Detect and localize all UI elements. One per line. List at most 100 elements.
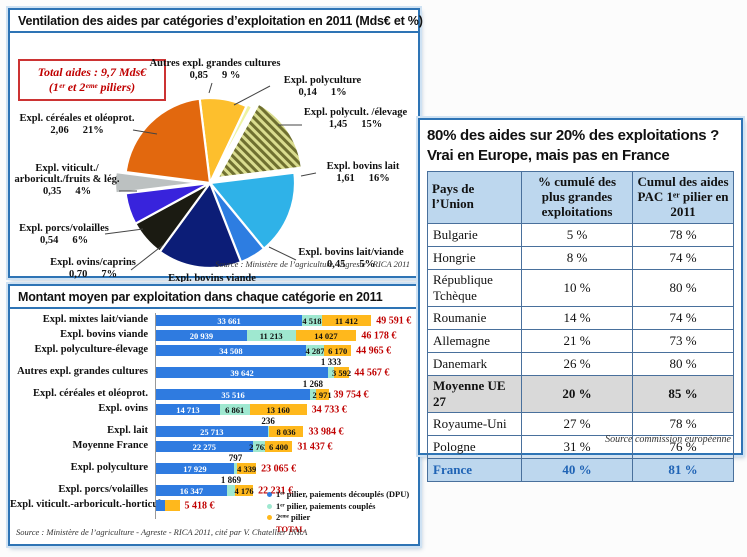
bar-segment-value: 39 642 xyxy=(230,367,254,378)
bar-segment-s0 xyxy=(156,500,165,511)
bar-segment-s1 xyxy=(267,426,269,437)
bar-segment-value: 20 939 xyxy=(189,330,214,341)
table-title-line2: Vrai en Europe, mais pas en France xyxy=(427,146,670,164)
pie-chart xyxy=(104,82,317,271)
bar-row-label: Autres expl. grandes cultures xyxy=(17,366,148,377)
bar-segment-value: 4 176 xyxy=(234,485,254,496)
bar-segment-value: 8 036 xyxy=(276,426,296,437)
bar-segment-value: 34 508 xyxy=(219,345,243,356)
table-row-royaume-uni: Royaume-Uni 27 % 78 % xyxy=(427,411,734,436)
legend-dot-icon xyxy=(267,515,272,521)
bar-above-value: 1 869 xyxy=(220,475,242,485)
table-cell-country: République Tchèque xyxy=(427,268,522,307)
legend-entry-2: 2ᵉᵐᵉ pilier xyxy=(267,512,412,523)
bar-segment-value: 17 929 xyxy=(183,463,207,474)
bar-total-value: 33 984 € xyxy=(308,426,344,437)
bar-segment-value: 16 347 xyxy=(179,485,204,496)
bar-above-value: 1 333 xyxy=(320,357,342,367)
bar-track: 33 661 4 518 11 412 49 591 € xyxy=(156,315,411,326)
pie-leader-line-7 xyxy=(104,228,144,235)
bar-segment-value: 14 027 xyxy=(314,330,338,341)
table-row-moyenne-ue-27: Moyenne UE 27 20 % 85 % xyxy=(427,374,734,413)
bar-segment-s1 xyxy=(233,463,238,474)
bar-segment-s1: 11 213 xyxy=(246,330,296,341)
bar-row-label: Moyenne France xyxy=(72,440,148,451)
pie-slice-7 xyxy=(124,181,211,226)
bar-segment-value: 2 971 xyxy=(312,389,332,400)
bar-above-value: 797 xyxy=(228,453,243,463)
bar-track: 20 939 11 213 14 027 46 178 € xyxy=(156,330,396,341)
legend-label: 1ᵉʳ pilier, paiements découplés (DPU) xyxy=(276,489,410,500)
pie-leader-line-0 xyxy=(208,82,213,94)
bar-track: 5 418 € xyxy=(156,500,215,511)
pie-slice-2 xyxy=(215,102,304,180)
bar-row-label: Expl. mixtes lait/viande xyxy=(42,314,148,325)
bar-above-value: 1 268 xyxy=(302,379,324,389)
bar-panel-title: Montant moyen par exploitation dans chaq… xyxy=(10,286,418,309)
bar-segment-s1 xyxy=(226,485,236,496)
pie-label-name: Expl. ovins/caprins xyxy=(50,257,136,268)
eu-table-panel: 80% des aides sur 20% des exploitations … xyxy=(418,118,743,482)
bar-row-9: Expl. porcs/volailles 16 347 4 176 1 869 22 … xyxy=(10,475,418,496)
pie-slice-5 xyxy=(158,180,243,270)
pie-chart-area: Total aides : 9,7 Mds€ (1ᵉʳ et 2ᵉᵐᵉ pili… xyxy=(10,33,418,296)
pie-leader-line-6 xyxy=(130,244,164,271)
table-row-danemark: Danemark 26 % 80 % xyxy=(427,351,734,376)
pie-chart-panel: Ventilation des aides par catégories d’e… xyxy=(8,8,423,296)
table-cell-aides: 73 % xyxy=(632,328,734,353)
table-row-bulgarie: Bulgarie 5 % 78 % xyxy=(427,222,734,247)
bar-segment-value: 35 516 xyxy=(221,389,245,400)
bar-track: 14 713 6 861 13 160 34 733 € xyxy=(156,404,347,415)
legend-label: 1ᵉʳ pilier, paiements couplés xyxy=(276,500,376,511)
bar-segment-s2 xyxy=(164,500,180,511)
total-aides-line2: (1ᵉʳ et 2ᵉᵐᵉ piliers) xyxy=(48,80,136,94)
bar-total-value: 5 418 € xyxy=(184,500,215,511)
pie-label-value: 0,70 7% xyxy=(68,269,118,281)
header-cumul-aides: Cumul des aides PAC 1ᵉʳ pilier en 2011 xyxy=(632,171,734,224)
bar-segment-s0: 39 642 xyxy=(156,367,329,378)
bar-total-value: 22 231 € xyxy=(258,485,294,496)
pie-label-value: 0,45 5% xyxy=(326,259,376,271)
bar-total-value: 34 733 € xyxy=(311,404,347,415)
bar-segment-value: 4 339 xyxy=(237,463,257,474)
bar-row-4: Expl. céréales et oléoprot. 35 516 2 971 1 … xyxy=(10,379,418,400)
table-title-line1: 80% des aides sur 20% des exploitations … xyxy=(427,127,719,144)
table-cell-pct: 20 % xyxy=(521,374,633,413)
table-cell-country: Pologne xyxy=(427,434,522,459)
table-source-note: Source commission européenne xyxy=(605,434,731,445)
bar-segment-s0: 35 516 xyxy=(156,389,311,400)
legend-label: 2ᵉᵐᵉ pilier xyxy=(276,512,311,523)
pie-label-7: Expl. porcs/volailles 0,54 6% xyxy=(10,223,118,246)
bar-segment-s2: 3 592 xyxy=(332,367,351,378)
pie-slice-9 xyxy=(124,97,212,185)
pie-label-6: Expl. ovins/caprins 0,70 7% xyxy=(34,257,152,280)
bar-track: 16 347 4 176 1 869 22 231 € xyxy=(156,475,293,496)
bar-segment-value: 13 160 xyxy=(266,404,290,415)
table-cell-country: France xyxy=(427,457,522,482)
bar-segment-s0: 22 275 xyxy=(156,441,253,452)
pie-label-name: Expl. porcs/volailles xyxy=(19,223,109,234)
table-cell-aides: 80 % xyxy=(632,351,734,376)
bar-segment-s0: 14 713 xyxy=(156,404,220,415)
pie-slice-1 xyxy=(209,102,254,182)
pie-label-2: Expl. polycult. /élevage 1,45 15% xyxy=(293,107,418,130)
pie-label-value: 1,45 15% xyxy=(328,119,383,131)
pie-label-name: Expl. polycult. /élevage xyxy=(303,107,408,118)
bar-row-7: Moyenne France 22 275 2 762 6 400 31 437 € xyxy=(10,440,418,452)
bar-legend: 1ᵉʳ pilier, paiements découplés (DPU) 1ᵉʳ… xyxy=(267,489,412,535)
bar-segment-s2: 2 971 xyxy=(312,389,332,400)
header-country: Pays de l’Union xyxy=(427,171,522,224)
bar-total-value: 44 965 € xyxy=(356,345,392,356)
bar-row-1: Expl. bovins viande 20 939 11 213 14 027 46 … xyxy=(10,329,418,341)
bar-segment-s0: 33 661 xyxy=(156,315,303,326)
table-cell-pct: 40 % xyxy=(521,457,633,482)
bar-row-label: Expl. porcs/volailles xyxy=(58,484,148,495)
bar-segment-s2: 6 400 xyxy=(264,441,293,452)
bar-rows: Expl. mixtes lait/viande 33 661 4 518 11 41… xyxy=(10,311,418,511)
pie-label-name: Expl. bovins viande xyxy=(168,273,256,284)
bar-segment-s1: 6 861 xyxy=(219,404,250,415)
bar-track: 39 642 3 592 1 333 44 567 € xyxy=(156,357,389,378)
bar-row-label: Expl. ovins xyxy=(98,403,148,414)
table-cell-aides: 76 % xyxy=(632,434,734,459)
